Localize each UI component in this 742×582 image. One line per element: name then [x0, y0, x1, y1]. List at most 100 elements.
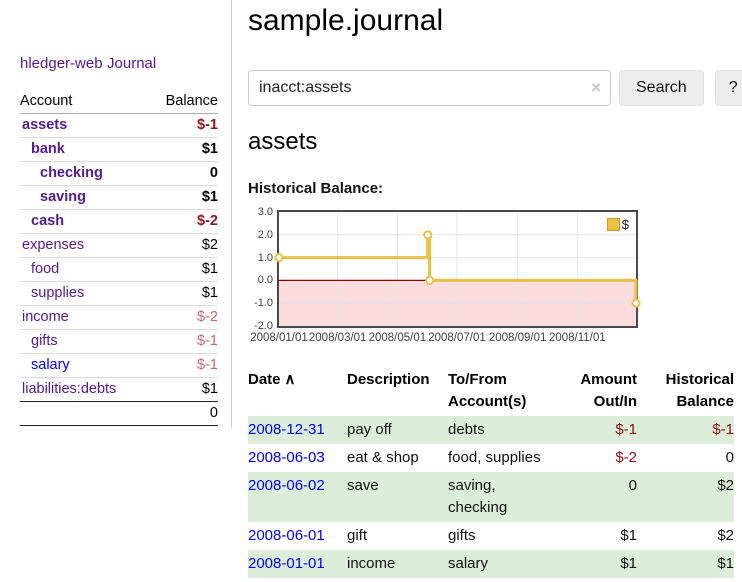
register-cell-accounts: gifts	[448, 527, 476, 544]
sidebar-account-row: bank $1	[20, 137, 218, 162]
x-axis-tick-label: 2008/11/01	[548, 332, 606, 344]
sidebar-account-row: food $1	[20, 257, 218, 282]
search-input[interactable]	[248, 70, 611, 106]
data-point-marker	[423, 230, 433, 240]
register-row: 2008-01-01 income salary $1 $1	[248, 550, 734, 578]
sidebar-account-balance: $1	[148, 185, 218, 210]
search-form: × Search ?	[248, 70, 742, 106]
help-button[interactable]: ?	[714, 70, 742, 106]
register-cell-amount: $-1	[615, 421, 637, 438]
sidebar-account-link[interactable]: liabilities:debts	[22, 381, 117, 397]
register-date-link[interactable]: 2008-06-02	[248, 477, 325, 494]
accounts-total-value: 0	[148, 401, 218, 426]
register-cell-description: save	[347, 477, 379, 494]
register-date-link[interactable]: 2008-06-03	[248, 449, 325, 466]
sidebar-account-link[interactable]: bank	[31, 141, 65, 157]
y-axis-tick-label: 3.0	[257, 206, 273, 218]
sidebar-account-balance: $-1	[148, 329, 218, 354]
chart-canvas	[274, 212, 641, 326]
register-date-link[interactable]: 2008-12-31	[248, 421, 325, 438]
register-cell-description: gift	[347, 527, 368, 544]
sidebar-account-row: salary $-1	[20, 353, 218, 378]
sidebar-account-row: expenses $2	[20, 233, 218, 258]
sidebar-account-row: liabilities:debts $1	[20, 377, 218, 402]
accounts-header-account: Account	[20, 90, 149, 114]
sidebar-account-row: income $-2	[20, 305, 218, 330]
register-cell-date: 2008-06-01	[248, 522, 347, 550]
register-cell-date: 2008-01-01	[248, 550, 347, 578]
register-header-row: Date ∧ Description To/From Account(s) Amo…	[248, 366, 734, 416]
y-axis-tick-label: 2.0	[257, 228, 273, 241]
register-cell-balance: 0	[725, 449, 734, 466]
sidebar-account-link[interactable]: supplies	[31, 285, 85, 301]
sidebar-account-row: gifts $-1	[20, 329, 218, 354]
register-cell-amount: $1	[620, 555, 637, 572]
historical-balance-chart: $ 3.0 2.0 1.0 0.0 -1.0 -2.0 2008/01/01 2008/03/…	[248, 206, 668, 350]
accounts-header-balance: Balance	[148, 90, 218, 114]
register-cell-date: 2008-12-31	[248, 416, 347, 444]
sidebar-account-link[interactable]: expenses	[22, 237, 85, 253]
sidebar-account-balance: $-1	[148, 113, 218, 138]
sidebar-account-link[interactable]: income	[22, 309, 69, 325]
sidebar: hledger-web Journal Account Balance asse…	[0, 0, 231, 426]
sidebar-account-link[interactable]: salary	[31, 357, 70, 373]
register-header-amount: Amount Out/In	[580, 371, 637, 410]
sidebar-account-link[interactable]: food	[31, 261, 60, 277]
x-axis-tick-label: 2008/09/01	[488, 332, 547, 344]
register-cell-balance: $1	[717, 555, 734, 572]
sidebar-account-balance: $-1	[148, 353, 218, 378]
data-point-marker	[274, 253, 284, 263]
y-axis-tick-label: -1.0	[254, 297, 273, 310]
sidebar-account-link[interactable]: cash	[31, 213, 65, 229]
register-cell-balance: $2	[717, 477, 734, 494]
register-cell-accounts: salary	[448, 555, 489, 572]
register-header-accounts: To/From Account(s)	[448, 371, 527, 410]
register-cell-balance: $-1	[712, 421, 734, 438]
main-content: sample.journal × Search ? assets Histori…	[232, 0, 742, 578]
search-button[interactable]: Search	[619, 70, 704, 106]
brand-link[interactable]: hledger-web	[20, 55, 103, 72]
register-row: 2008-12-31 pay off debts $-1 $-1	[248, 416, 734, 444]
chart-legend: $	[604, 216, 631, 233]
sidebar-account-row: assets $-1	[20, 113, 218, 138]
sidebar-account-link[interactable]: saving	[40, 189, 86, 205]
register-cell-date: 2008-06-03	[248, 444, 347, 472]
register-cell-accounts: debts	[448, 421, 485, 438]
register-date-link[interactable]: 2008-01-01	[248, 555, 325, 572]
sidebar-item-journal[interactable]: Journal	[107, 55, 157, 72]
register-header-description: Description	[347, 371, 430, 388]
sidebar-account-balance: $1	[148, 281, 218, 306]
sidebar-divider	[231, 0, 232, 428]
register-row: 2008-06-03 eat & shop food, supplies $-2 0	[248, 444, 734, 472]
legend-swatch-icon	[606, 218, 620, 231]
data-point-marker	[631, 298, 641, 308]
chart-title: Historical Balance:	[248, 180, 384, 197]
x-axis-tick-label: 2008/03/01	[308, 332, 367, 344]
sidebar-account-row: supplies $1	[20, 281, 218, 306]
register-header-date[interactable]: Date ∧	[248, 371, 296, 388]
sidebar-account-balance: $1	[148, 137, 218, 162]
sidebar-account-balance: 0	[148, 161, 218, 186]
sidebar-account-row: checking 0	[20, 161, 218, 186]
register-header-balance: Historical Balance	[665, 371, 734, 410]
clear-search-icon[interactable]: ×	[591, 78, 601, 97]
register-cell-amount: $-2	[615, 449, 637, 466]
sidebar-account-row: cash $-2	[20, 209, 218, 234]
register-cell-date: 2008-06-02	[248, 472, 347, 522]
register-cell-balance: $2	[717, 527, 734, 544]
register-date-link[interactable]: 2008-06-01	[248, 527, 325, 544]
y-axis-tick-label: 0.0	[257, 274, 273, 287]
sidebar-account-link[interactable]: gifts	[31, 333, 58, 349]
sidebar-account-link[interactable]: assets	[22, 117, 68, 133]
register-row: 2008-06-01 gift gifts $1 $2	[248, 522, 734, 550]
register-cell-description: pay off	[347, 421, 392, 438]
x-axis-tick-label: 2008/01/01	[250, 332, 308, 344]
sidebar-account-link[interactable]: checking	[40, 165, 103, 181]
y-axis-tick-label: 1.0	[257, 251, 273, 264]
legend-label: $	[621, 217, 629, 232]
register-table: Date ∧ Description To/From Account(s) Amo…	[248, 366, 734, 578]
accounts-table: Account Balance assets $-1 bank $1 checking 0…	[20, 90, 218, 426]
account-heading: assets	[248, 128, 318, 155]
register-cell-accounts: food, supplies	[448, 449, 541, 466]
sort-ascending-icon: ∧	[284, 371, 296, 388]
